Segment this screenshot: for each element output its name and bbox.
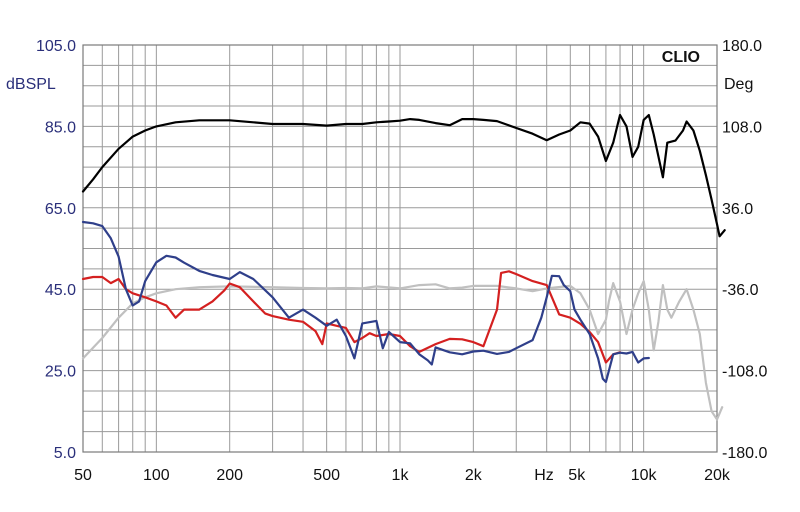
series-line-3	[81, 270, 622, 364]
right-tick-label: 108.0	[722, 119, 762, 136]
series-line-1	[81, 113, 726, 238]
right-tick-label: -108.0	[722, 364, 767, 381]
right-axis-label: Deg	[724, 76, 753, 93]
x-tick-label: 2k	[465, 467, 483, 484]
x-tick-label: 1k	[392, 467, 410, 484]
grid-lines	[83, 45, 717, 452]
right-tick-label: -36.0	[722, 282, 759, 299]
left-tick-label: 65.0	[45, 201, 76, 218]
left-tick-label: 45.0	[45, 282, 76, 299]
right-tick-label: 180.0	[722, 38, 762, 55]
left-axis-label: dBSPL	[6, 76, 56, 93]
x-unit-label: Hz	[534, 467, 554, 484]
x-tick-label: 200	[216, 467, 243, 484]
series-line-2	[81, 280, 724, 421]
right-tick-label: -180.0	[722, 445, 767, 462]
x-tick-label: 100	[143, 467, 170, 484]
left-tick-label: 85.0	[45, 119, 76, 136]
brand-label: CLIO	[662, 49, 700, 66]
x-tick-label: 50	[74, 467, 92, 484]
x-tick-label: 10k	[631, 467, 658, 484]
left-tick-label: 25.0	[45, 364, 76, 381]
x-tick-label: 500	[313, 467, 340, 484]
x-tick-label: 20k	[704, 467, 731, 484]
right-tick-label: 36.0	[722, 201, 753, 218]
plot-frame	[82, 44, 718, 453]
series-group	[81, 113, 726, 421]
left-tick-label: 5.0	[54, 445, 76, 462]
series-line-4	[81, 220, 650, 384]
x-tick-label: 5k	[568, 467, 586, 484]
left-tick-label: 105.0	[36, 38, 76, 55]
tick-labels: 105.0 85.0 65.0 45.0 25.0 5.0 180.0 108.0 36.0 -3…	[36, 38, 768, 484]
